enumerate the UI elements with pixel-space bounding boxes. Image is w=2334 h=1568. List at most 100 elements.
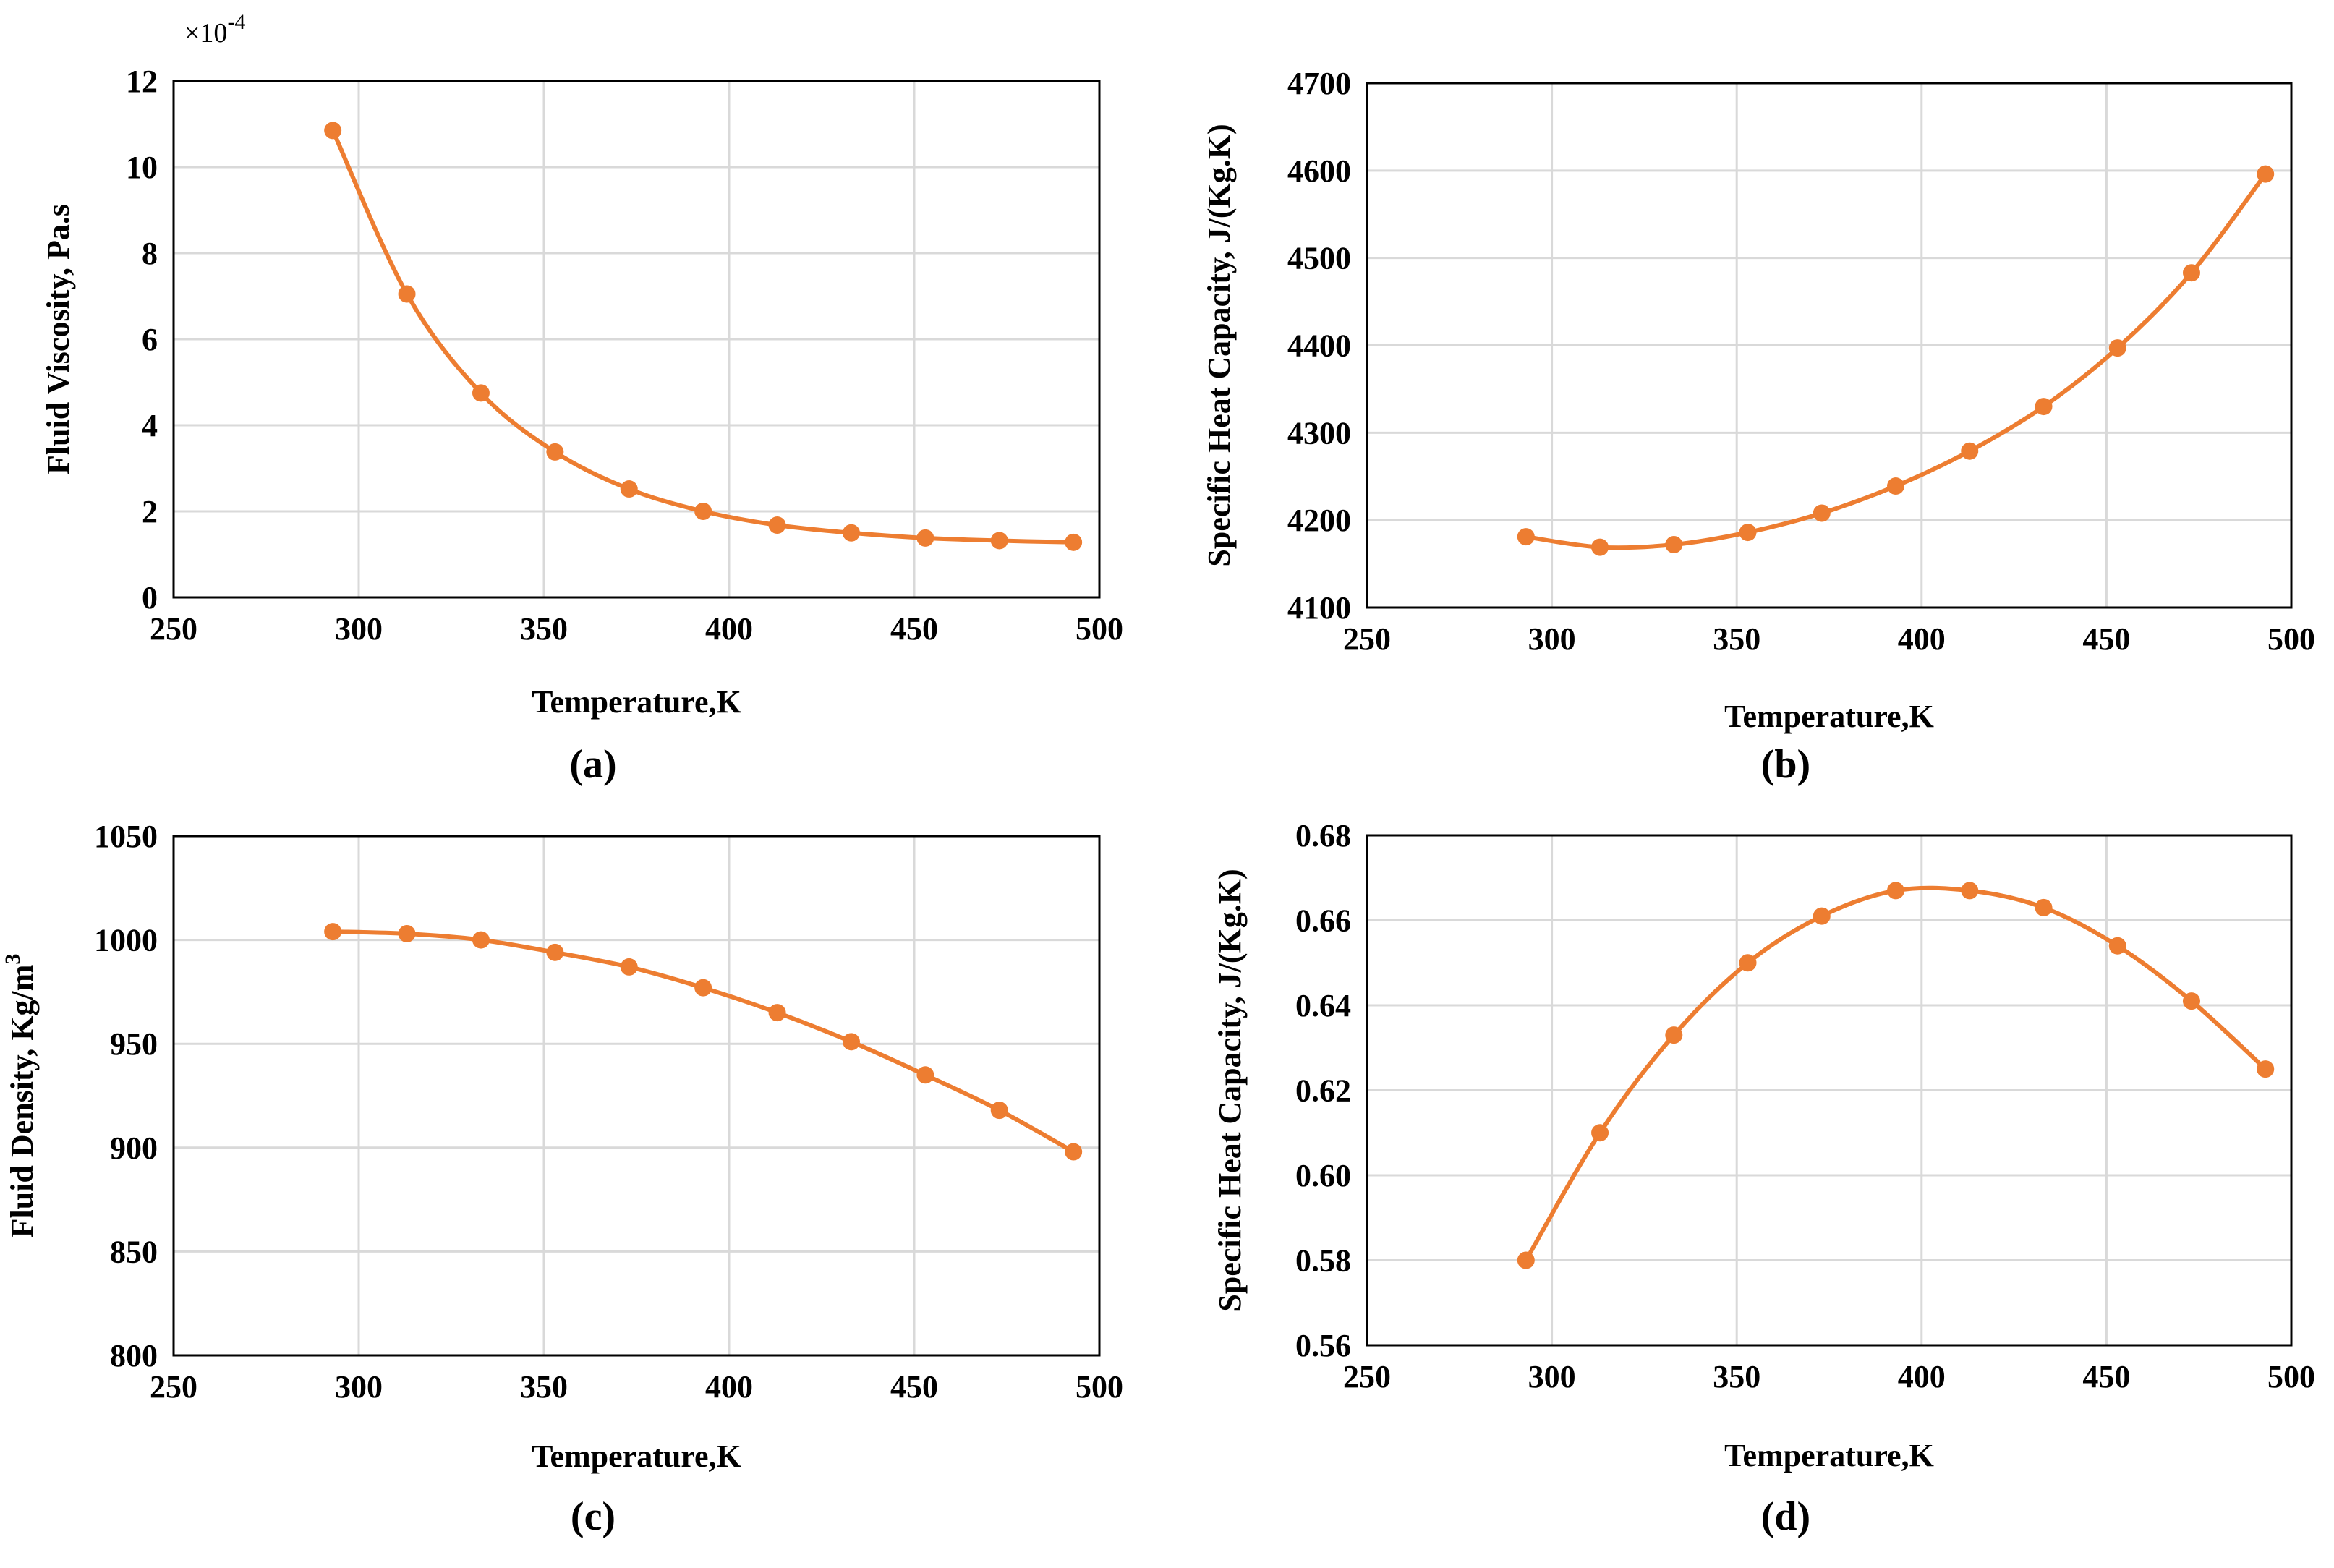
data-point [1665, 536, 1683, 553]
chart-panel-a: 250 300 350 400 450 500 0 2 4 6 8 10 12 Temperature,K… [41, 10, 1123, 787]
data-point [1961, 882, 1979, 900]
x-tick-label: 350 [1713, 621, 1760, 657]
plot-area-frame [1366, 82, 2293, 609]
data-point [398, 924, 416, 942]
data-point [990, 532, 1008, 550]
data-point [1887, 477, 1905, 495]
data-point [2035, 398, 2053, 416]
chart-panel-d: 250 300 350 400 450 500 0.56 0.58 0.60 0.62 0.64 0.… [1212, 818, 2315, 1539]
y-axis-title: Fluid Viscosity, Pa.s [41, 204, 76, 474]
data-point [1961, 442, 1979, 460]
y-tick-label: 6 [142, 322, 158, 357]
y-tick-label: 800 [110, 1338, 158, 1373]
y-axis-title-text: Specific Heat Capacity, J/(Kg.K) [1201, 124, 1237, 566]
x-axis-title: Temperature,K [532, 684, 741, 720]
y-axis-multiplier-base: ×10 [184, 18, 227, 48]
x-tick-label: 400 [1898, 621, 1946, 657]
y-tick-label: 0.62 [1295, 1073, 1351, 1109]
y-tick-label: 900 [110, 1130, 158, 1166]
x-tick-label: 400 [705, 611, 753, 647]
data-point [1813, 504, 1831, 522]
x-axis-title: Temperature,K [1724, 699, 1934, 734]
data-point [2257, 165, 2275, 183]
y-axis-title: Specific Heat Capacity, J/(Kg.K) [1201, 124, 1237, 566]
plot-area-frame [172, 835, 1101, 1357]
series-line [331, 128, 1076, 545]
data-point [2257, 1060, 2275, 1078]
y-tick-label: 2 [142, 494, 158, 529]
x-tick-label: 500 [1076, 1369, 1123, 1405]
data-point [842, 1033, 860, 1051]
y-tick-label: 4200 [1287, 503, 1351, 538]
y-tick-label: 0.58 [1295, 1243, 1351, 1279]
data-point [2108, 937, 2126, 955]
y-tick-label: 4300 [1287, 415, 1351, 451]
y-tick-label: 4500 [1287, 241, 1351, 276]
y-tick-label: 1050 [94, 819, 158, 854]
plot-area-frame [172, 80, 1101, 599]
y-tick-label: 0 [142, 580, 158, 615]
x-tick-label: 500 [2267, 621, 2315, 657]
data-point [768, 516, 786, 534]
y-tick-label: 12 [126, 64, 158, 99]
data-point [768, 1004, 786, 1022]
data-point [916, 529, 934, 547]
panel-label: (d) [1761, 1494, 1810, 1539]
x-tick-label: 450 [890, 611, 938, 647]
x-tick-label: 300 [1528, 621, 1576, 657]
y-axis-title: Specific Heat Capacity, J/(Kg.K) [1212, 869, 1248, 1311]
data-point [398, 285, 416, 303]
data-point [1591, 538, 1609, 556]
y-tick-label: 0.66 [1295, 903, 1351, 939]
x-tick-label: 400 [705, 1369, 753, 1405]
x-tick-label: 350 [520, 611, 568, 647]
data-point [324, 923, 342, 941]
data-point [2108, 339, 2126, 357]
x-tick-label: 450 [2082, 1359, 2130, 1394]
series-line [1523, 885, 2268, 1263]
y-axis-title-text: Specific Heat Capacity, J/(Kg.K) [1212, 869, 1248, 1311]
data-point [324, 122, 342, 140]
y-axis-multiplier-exponent: -4 [227, 10, 245, 34]
y-axis-title-superscript: 3 [1, 954, 25, 965]
x-tick-label: 250 [1343, 1359, 1391, 1394]
data-point [2182, 264, 2200, 282]
data-point [1517, 528, 1535, 546]
data-point [1517, 1251, 1535, 1269]
data-point [2035, 898, 2053, 916]
x-tick-label: 250 [150, 611, 197, 647]
data-point [1591, 1124, 1609, 1142]
y-tick-label: 1000 [94, 923, 158, 958]
y-axis-title: Fluid Density, Kg/m3 [1, 954, 40, 1238]
data-point [1887, 882, 1905, 900]
y-axis-title-text: Fluid Density, Kg/m [4, 965, 40, 1238]
data-point [990, 1102, 1008, 1120]
x-tick-label: 500 [1076, 611, 1123, 647]
x-tick-label: 450 [890, 1369, 938, 1405]
y-tick-label: 4600 [1287, 153, 1351, 189]
data-point [916, 1066, 934, 1084]
x-tick-label: 400 [1898, 1359, 1946, 1394]
y-tick-label: 10 [126, 150, 158, 185]
chart-panel-c: 250 300 350 400 450 500 800 850 900 950 1000 1050 Te… [1, 819, 1123, 1539]
x-tick-label: 350 [520, 1369, 568, 1405]
data-point [1665, 1026, 1683, 1044]
x-tick-label: 250 [150, 1369, 197, 1405]
y-axis-title-text: Fluid Viscosity, Pa.s [41, 204, 76, 474]
panel-label: (a) [569, 742, 616, 787]
panel-label: (c) [571, 1494, 616, 1539]
data-point [546, 443, 564, 461]
x-tick-label: 300 [1528, 1359, 1576, 1394]
data-point [842, 524, 860, 542]
data-point [2182, 992, 2200, 1010]
plot-area-frame [1366, 834, 2293, 1347]
x-tick-label: 300 [335, 611, 383, 647]
x-tick-label: 500 [2267, 1359, 2315, 1394]
data-point [1739, 524, 1757, 542]
x-axis-title: Temperature,K [532, 1439, 741, 1474]
y-tick-label: 950 [110, 1026, 158, 1062]
y-tick-label: 0.56 [1295, 1328, 1351, 1363]
y-tick-label: 4400 [1287, 328, 1351, 364]
series-line [1523, 171, 2268, 550]
data-point [620, 958, 638, 976]
